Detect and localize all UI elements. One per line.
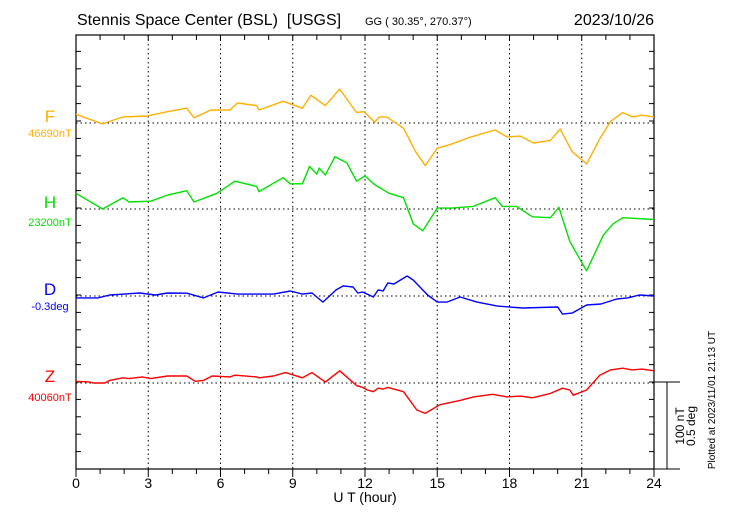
x-tick-label: 12 [357, 475, 373, 491]
series-line-z [75, 367, 655, 415]
series-baseline-h: 23200nT [28, 217, 72, 229]
chart-title: Stennis Space Center (BSL) [USGS] [77, 12, 341, 29]
x-tick-label: 15 [429, 475, 445, 491]
series-name-z: Z [45, 367, 55, 386]
x-tick-label: 9 [289, 475, 297, 491]
series-group [75, 88, 655, 415]
x-axis-label: U T (hour) [333, 489, 396, 505]
series-baseline-z: 40060nT [28, 392, 72, 404]
x-tick-label: 21 [574, 475, 590, 491]
series-line-f [75, 88, 655, 167]
axes: 0 3 6 9 12 15 18 21 24 [72, 34, 662, 491]
x-tick-label: 0 [72, 475, 80, 491]
plotted-note: Plotted at 2023/11/01 21:13 UT [707, 331, 718, 469]
x-tick-label: 24 [646, 475, 662, 491]
x-tick-label: 3 [144, 475, 152, 491]
x-tick-label: 6 [217, 475, 225, 491]
series-line-d [76, 275, 655, 315]
station-coords: GG ( 30.35°, 270.37°) [365, 16, 472, 28]
scale-nt-label: 100 nT [673, 407, 687, 445]
chart-date: 2023/10/26 [574, 12, 654, 29]
series-labels: F 46690nT H 23200nT D -0.3deg Z 40060nT [28, 107, 72, 404]
scale-bar: 100 nT 0.5 deg [654, 381, 698, 470]
series-name-h: H [44, 193, 56, 212]
x-tick-label: 18 [502, 475, 518, 491]
scale-deg-label: 0.5 deg [684, 406, 698, 446]
series-name-f: F [45, 107, 55, 126]
series-name-d: D [44, 280, 56, 299]
series-baseline-d: -0.3deg [31, 301, 68, 313]
series-line-h [75, 156, 655, 272]
grid [76, 35, 654, 469]
series-baseline-f: 46690nT [28, 128, 72, 140]
